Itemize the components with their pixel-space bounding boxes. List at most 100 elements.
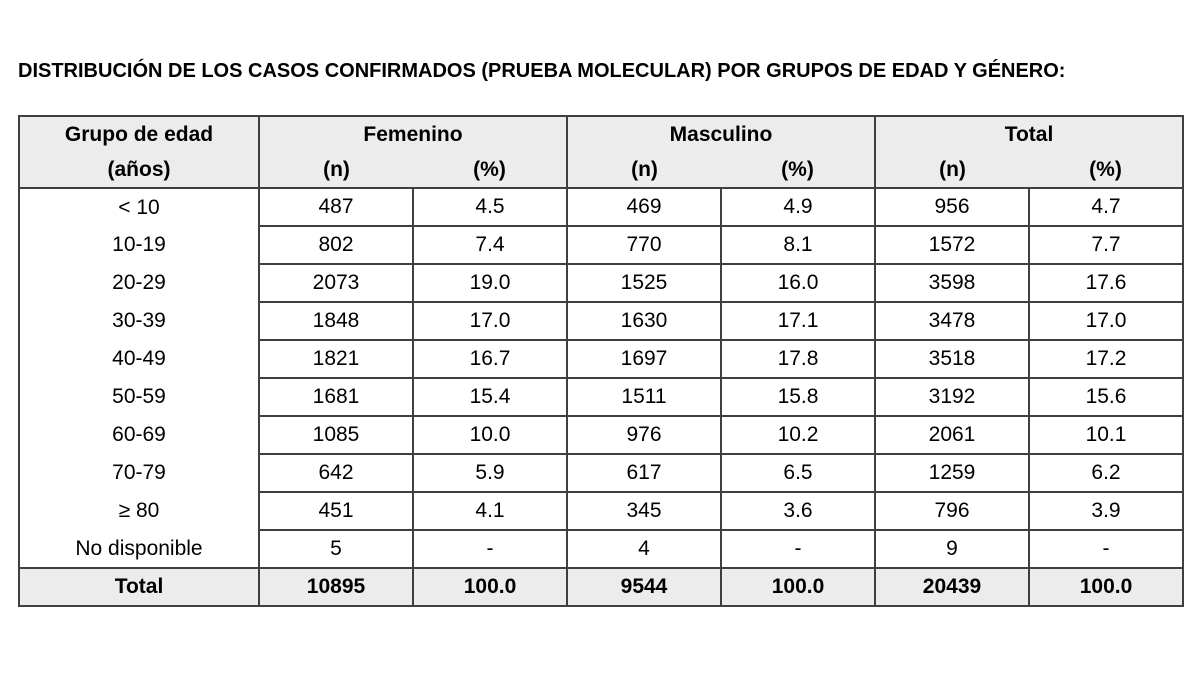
table-row: 70-79 642 5.9 617 6.5 1259 6.2 xyxy=(18,453,1185,493)
value-cell-femenino-pct: 5.9 xyxy=(412,453,568,493)
value-cell-masculino-pct: 8.1 xyxy=(720,225,876,265)
total-masculino-n: 9544 xyxy=(566,567,722,607)
subheader-femenino-pct: (%) xyxy=(413,152,568,189)
table-row: 20-29 2073 19.0 1525 16.0 3598 17.6 xyxy=(18,263,1185,303)
total-total-pct: 100.0 xyxy=(1027,567,1185,607)
table-row: 60-69 1085 10.0 976 10.2 2061 10.1 xyxy=(18,415,1185,455)
age-cell: No disponible xyxy=(18,530,260,568)
table-footer: Total 10895 100.0 9544 100.0 20439 100.0 xyxy=(18,567,1185,607)
value-cell-femenino-pct: 10.0 xyxy=(412,415,568,455)
table-body: < 10 487 4.5 469 4.9 956 4.7 10-19 802 7… xyxy=(18,187,1185,569)
value-cell-femenino-pct: 15.4 xyxy=(412,377,568,417)
value-cell-masculino-n: 1630 xyxy=(566,301,722,341)
value-cell-masculino-pct: 17.1 xyxy=(720,301,876,341)
age-cell: 40-49 xyxy=(18,340,260,378)
value-cell-femenino-pct: 16.7 xyxy=(412,339,568,379)
age-cell: 70-79 xyxy=(18,454,260,492)
column-header-total: Total xyxy=(873,115,1185,152)
value-cell-total-n: 796 xyxy=(874,491,1030,531)
column-header-femenino: Femenino xyxy=(258,115,568,152)
total-total-n: 20439 xyxy=(874,567,1030,607)
value-cell-total-n: 2061 xyxy=(874,415,1030,455)
value-cell-masculino-n: 770 xyxy=(566,225,722,265)
value-cell-masculino-pct: 15.8 xyxy=(720,377,876,417)
value-cell-masculino-n: 345 xyxy=(566,491,722,531)
table-row: ≥ 80 451 4.1 345 3.6 796 3.9 xyxy=(18,491,1185,531)
subheader-total-pct: (%) xyxy=(1029,152,1185,189)
age-group-header-line1: Grupo de edad xyxy=(64,123,214,146)
subheader-masculino-pct: (%) xyxy=(721,152,876,189)
value-cell-masculino-pct: 10.2 xyxy=(720,415,876,455)
total-row: Total 10895 100.0 9544 100.0 20439 100.0 xyxy=(18,567,1185,607)
total-masculino-pct: 100.0 xyxy=(720,567,876,607)
value-cell-masculino-n: 1511 xyxy=(566,377,722,417)
value-cell-femenino-n: 1848 xyxy=(258,301,414,341)
cases-by-age-gender-table: Grupo de edad (años) Femenino Masculino … xyxy=(18,115,1185,607)
age-cell: 10-19 xyxy=(18,226,260,264)
age-cell: < 10 xyxy=(18,188,260,226)
table-row: 50-59 1681 15.4 1511 15.8 3192 15.6 xyxy=(18,377,1185,417)
value-cell-masculino-n: 617 xyxy=(566,453,722,493)
value-cell-total-n: 3478 xyxy=(874,301,1030,341)
value-cell-femenino-pct: - xyxy=(412,529,568,569)
value-cell-femenino-n: 2073 xyxy=(258,263,414,303)
value-cell-femenino-n: 802 xyxy=(258,225,414,265)
value-cell-total-pct: 6.2 xyxy=(1027,453,1185,493)
subheader-femenino-n: (n) xyxy=(258,152,413,189)
value-cell-total-n: 3192 xyxy=(874,377,1030,417)
value-cell-total-pct: 10.1 xyxy=(1027,415,1185,455)
total-femenino-n: 10895 xyxy=(258,567,414,607)
age-group-header-line2: (años) xyxy=(107,158,171,181)
value-cell-femenino-pct: 4.5 xyxy=(412,187,568,227)
value-cell-masculino-n: 4 xyxy=(566,529,722,569)
value-cell-masculino-pct: 4.9 xyxy=(720,187,876,227)
table-row: 10-19 802 7.4 770 8.1 1572 7.7 xyxy=(18,225,1185,265)
value-cell-total-n: 3598 xyxy=(874,263,1030,303)
value-cell-masculino-pct: 6.5 xyxy=(720,453,876,493)
value-cell-masculino-n: 1525 xyxy=(566,263,722,303)
value-cell-masculino-pct: - xyxy=(720,529,876,569)
value-cell-total-pct: 17.2 xyxy=(1027,339,1185,379)
value-cell-total-pct: 15.6 xyxy=(1027,377,1185,417)
total-femenino-pct: 100.0 xyxy=(412,567,568,607)
table-row: < 10 487 4.5 469 4.9 956 4.7 xyxy=(18,187,1185,227)
value-cell-masculino-pct: 16.0 xyxy=(720,263,876,303)
value-cell-femenino-pct: 4.1 xyxy=(412,491,568,531)
table-row: 40-49 1821 16.7 1697 17.8 3518 17.2 xyxy=(18,339,1185,379)
column-header-age-group: Grupo de edad (años) xyxy=(18,115,260,189)
value-cell-masculino-n: 976 xyxy=(566,415,722,455)
table-row: 30-39 1848 17.0 1630 17.1 3478 17.0 xyxy=(18,301,1185,341)
value-cell-masculino-pct: 3.6 xyxy=(720,491,876,531)
value-cell-total-n: 3518 xyxy=(874,339,1030,379)
table-header: Grupo de edad (años) Femenino Masculino … xyxy=(18,115,1185,189)
column-header-masculino: Masculino xyxy=(566,115,876,152)
value-cell-femenino-n: 5 xyxy=(258,529,414,569)
value-cell-masculino-n: 1697 xyxy=(566,339,722,379)
value-cell-femenino-n: 1085 xyxy=(258,415,414,455)
age-cell: ≥ 80 xyxy=(18,492,260,530)
value-cell-femenino-n: 1821 xyxy=(258,339,414,379)
age-cell: 50-59 xyxy=(18,378,260,416)
value-cell-total-pct: 17.0 xyxy=(1027,301,1185,341)
value-cell-femenino-pct: 7.4 xyxy=(412,225,568,265)
value-cell-total-n: 1259 xyxy=(874,453,1030,493)
table-row: No disponible 5 - 4 - 9 - xyxy=(18,529,1185,569)
value-cell-total-n: 1572 xyxy=(874,225,1030,265)
value-cell-femenino-pct: 19.0 xyxy=(412,263,568,303)
value-cell-femenino-pct: 17.0 xyxy=(412,301,568,341)
subheader-masculino-n: (n) xyxy=(566,152,721,189)
value-cell-total-pct: 17.6 xyxy=(1027,263,1185,303)
age-cell: 60-69 xyxy=(18,416,260,454)
age-cell: 30-39 xyxy=(18,302,260,340)
value-cell-total-n: 9 xyxy=(874,529,1030,569)
value-cell-femenino-n: 1681 xyxy=(258,377,414,417)
value-cell-masculino-n: 469 xyxy=(566,187,722,227)
value-cell-masculino-pct: 17.8 xyxy=(720,339,876,379)
value-cell-total-pct: 3.9 xyxy=(1027,491,1185,531)
value-cell-total-pct: - xyxy=(1027,529,1185,569)
value-cell-total-n: 956 xyxy=(874,187,1030,227)
value-cell-femenino-n: 487 xyxy=(258,187,414,227)
subheader-total-n: (n) xyxy=(874,152,1029,189)
value-cell-femenino-n: 451 xyxy=(258,491,414,531)
